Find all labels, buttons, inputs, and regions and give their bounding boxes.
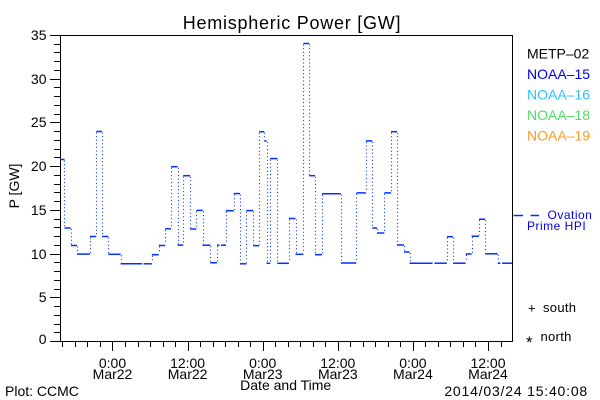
svg-text:0:00: 0:00: [249, 355, 276, 371]
svg-text:Mar23: Mar23: [243, 366, 283, 382]
svg-text:P [GW]: P [GW]: [6, 164, 22, 209]
svg-text:north: north: [541, 329, 572, 344]
svg-text:2014/03/24 15:40:08: 2014/03/24 15:40:08: [444, 383, 588, 399]
svg-text:NOAA–16: NOAA–16: [527, 87, 590, 103]
svg-text:0:00: 0:00: [399, 355, 426, 371]
svg-text:Date and Time: Date and Time: [240, 377, 331, 393]
svg-text:METP–02: METP–02: [527, 45, 589, 61]
svg-text:12:00: 12:00: [470, 355, 505, 371]
svg-text:15: 15: [31, 202, 47, 218]
svg-text:NOAA–15: NOAA–15: [527, 66, 590, 82]
svg-text:*: *: [526, 333, 533, 352]
svg-text:20: 20: [31, 158, 47, 174]
svg-text:NOAA–19: NOAA–19: [527, 128, 590, 144]
svg-text:Ovation: Ovation: [548, 208, 593, 222]
svg-text:Mar24: Mar24: [468, 366, 508, 382]
svg-text:+: +: [528, 301, 536, 316]
svg-text:12:00: 12:00: [320, 355, 355, 371]
svg-text:Prime HPI: Prime HPI: [527, 219, 586, 233]
svg-text:Plot: CCMC: Plot: CCMC: [5, 383, 79, 399]
svg-text:Mar22: Mar22: [93, 366, 133, 382]
svg-text:12:00: 12:00: [170, 355, 205, 371]
svg-text:25: 25: [31, 114, 47, 130]
svg-text:NOAA–18: NOAA–18: [527, 107, 590, 123]
svg-text:Hemispheric Power [GW]: Hemispheric Power [GW]: [183, 13, 402, 33]
svg-text:Mar22: Mar22: [168, 366, 208, 382]
svg-text:Mar24: Mar24: [393, 366, 433, 382]
svg-text:5: 5: [39, 289, 47, 305]
svg-text:35: 35: [31, 27, 47, 43]
svg-text:30: 30: [31, 71, 47, 87]
svg-text:south: south: [543, 300, 576, 315]
svg-text:Mar23: Mar23: [318, 366, 358, 382]
svg-text:0:00: 0:00: [99, 355, 126, 371]
svg-text:10: 10: [31, 246, 47, 262]
svg-text:0: 0: [39, 331, 47, 347]
